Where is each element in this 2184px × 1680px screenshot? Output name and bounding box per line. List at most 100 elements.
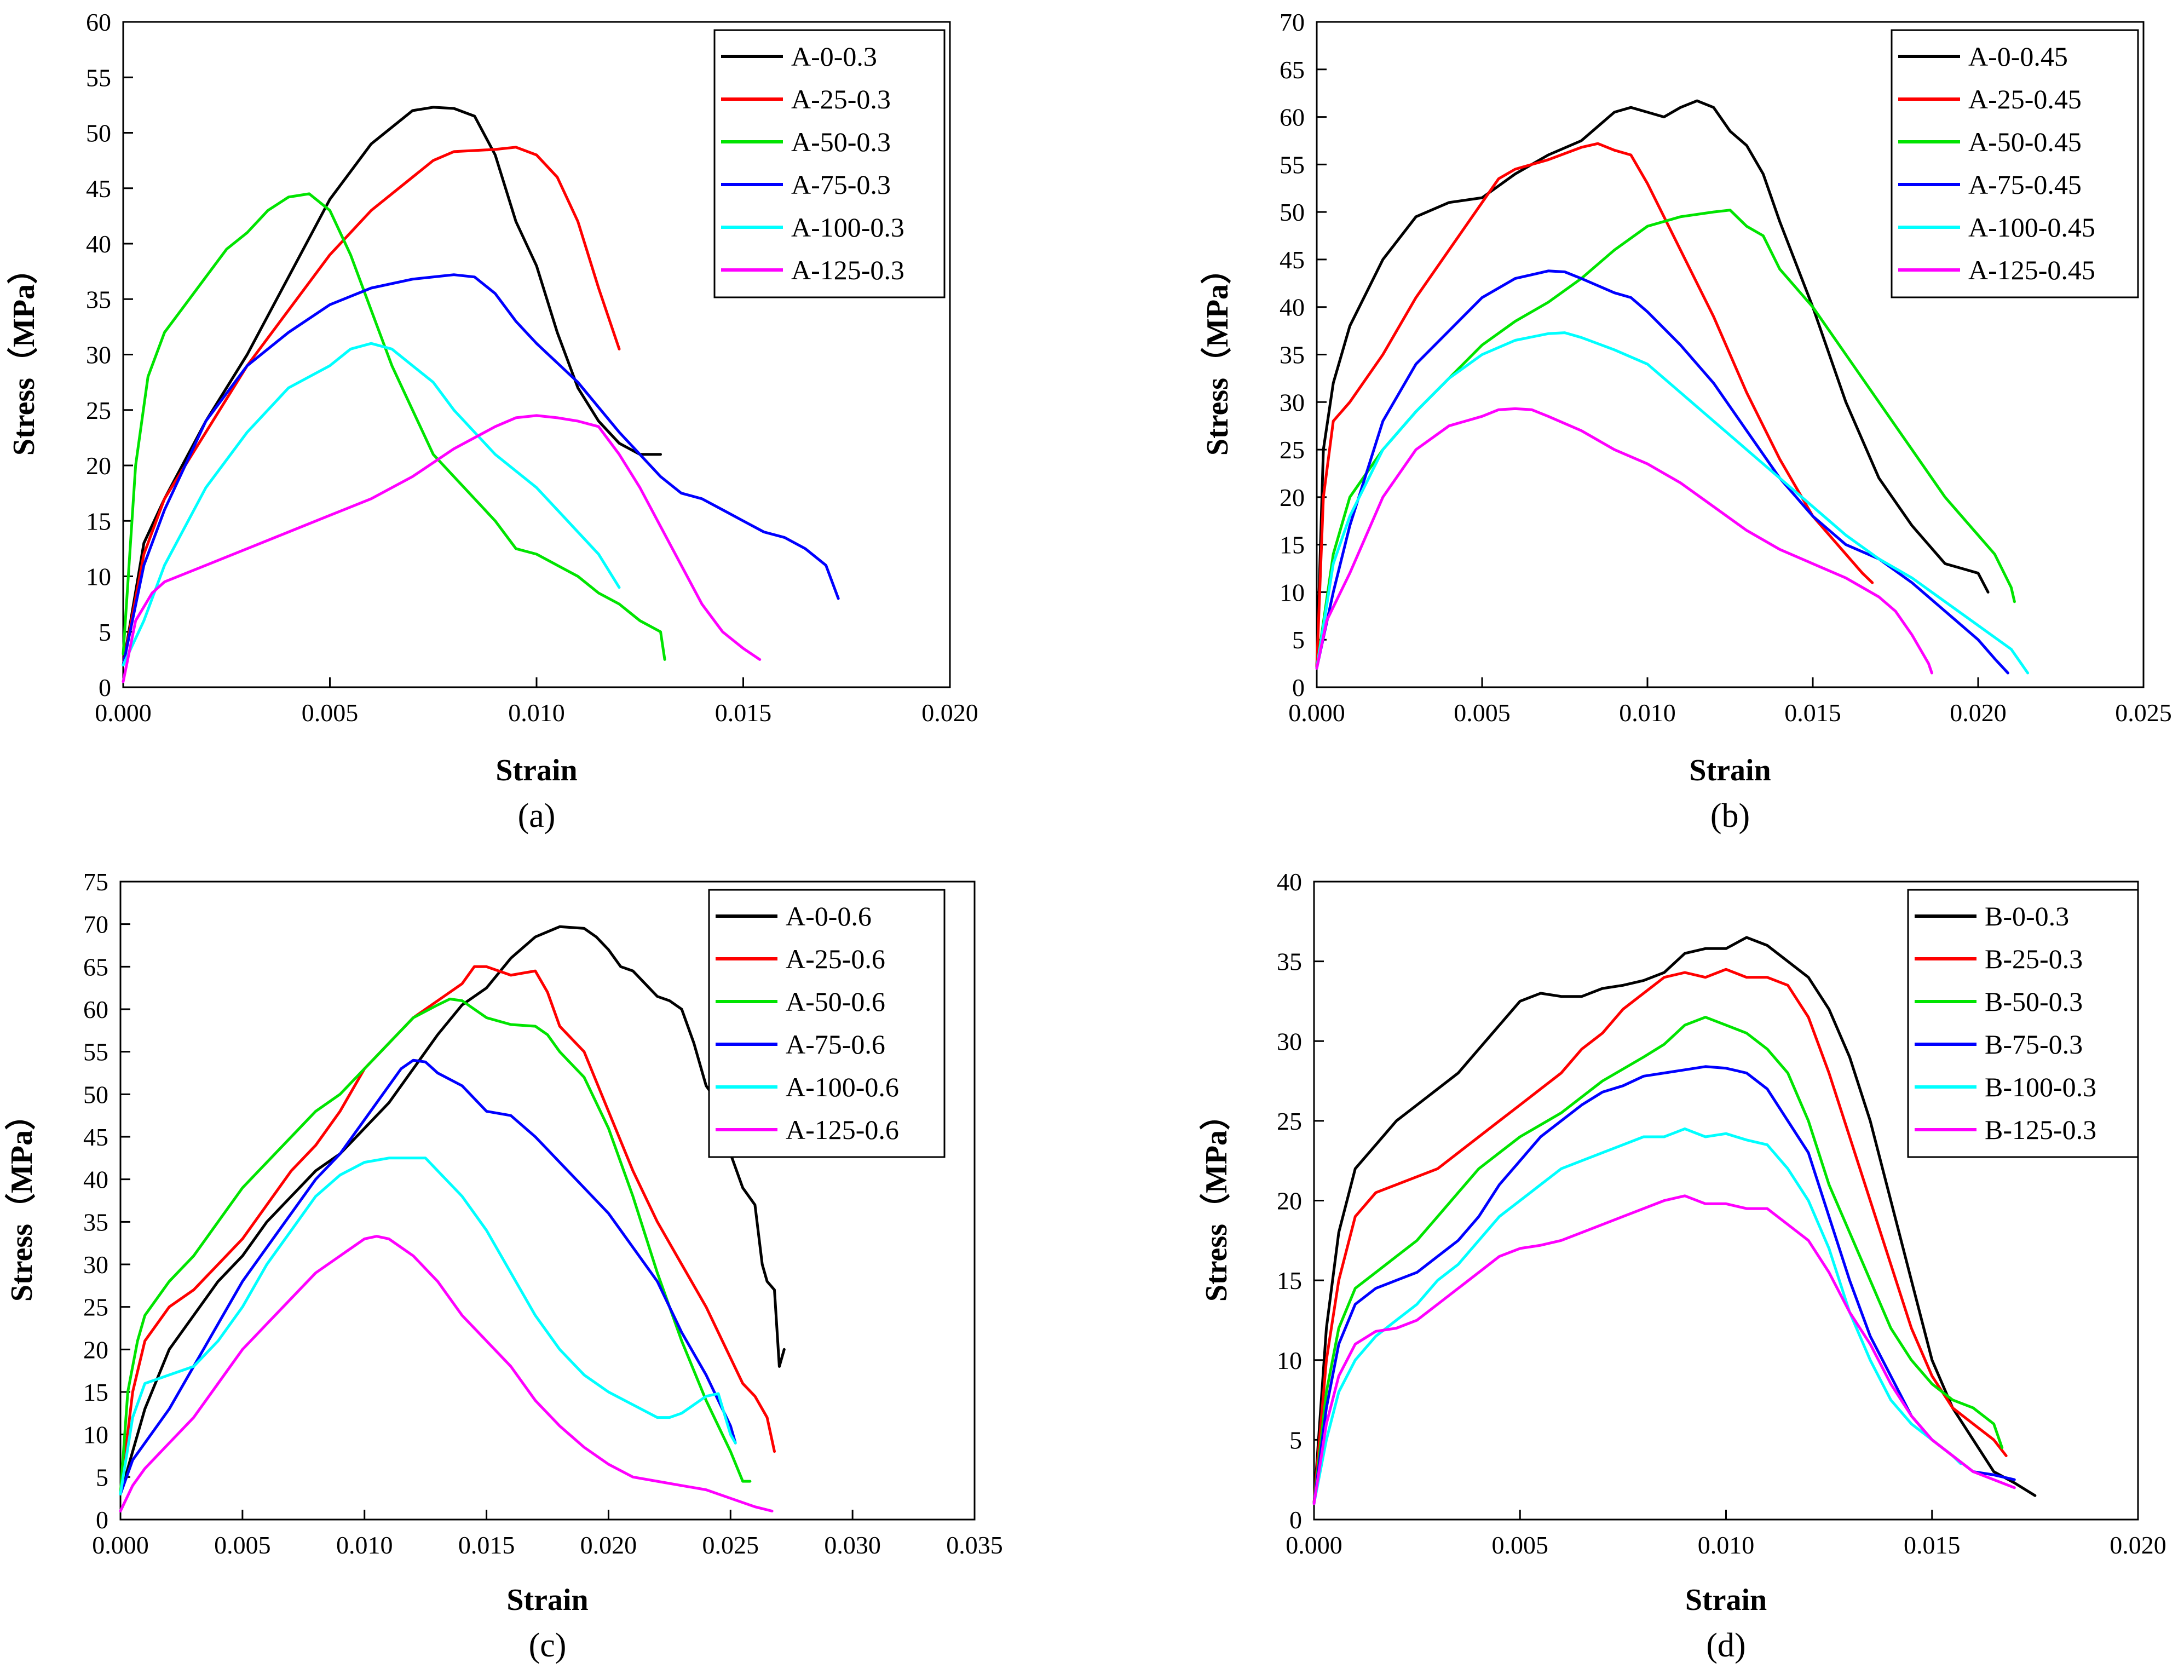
legend-box [1891,29,2139,298]
panel-label: (c) [529,1627,567,1664]
panel-label: (b) [1710,797,1750,835]
x-tick-label: 0.020 [580,1531,637,1559]
x-tick-label: 0.020 [2110,1531,2166,1559]
x-tick-label: 0.000 [95,699,152,727]
y-tick-label: 40 [83,1166,108,1194]
y-axis-title: Stress（MPa） [1200,254,1235,456]
y-tick-label: 45 [83,1123,108,1151]
legend-entry: B-50-0.3 [1985,986,2083,1017]
y-tick-label: 45 [1280,246,1305,274]
x-tick-label: 0.015 [458,1531,515,1559]
y-tick-label: 40 [1277,868,1302,896]
chart-panel-d: 0.000 0.005 0.010 0.015 0.020 0 5 10 15 20 25 30 35 4… [1199,868,2166,1664]
y-tick-label: 15 [1280,531,1305,559]
y-tick-label: 10 [1280,578,1305,606]
series-line-b-0-0.3 [1312,936,2037,1505]
x-tick-label: 0.000 [1286,1531,1342,1559]
y-tick-label: 25 [1280,436,1305,464]
y-tick-label: 30 [1277,1027,1302,1055]
legend-entry: A-100-0.3 [791,212,904,243]
x-tick-label: 0.035 [946,1531,1003,1559]
x-tick-label: 0.010 [508,699,565,727]
legend-entry: B-0-0.3 [1985,901,2069,931]
y-tick-label: 55 [83,1038,108,1066]
y-tick-label: 30 [86,341,111,369]
y-tick-label: 20 [1280,484,1305,511]
y-tick-label: 60 [86,8,111,36]
legend-entry: A-100-0.45 [1968,212,2095,243]
legend-entry: A-75-0.45 [1968,169,2082,200]
x-axis-title: Strain [1689,753,1771,787]
y-tick-label: 75 [83,868,108,896]
y-tick-label: 25 [83,1293,108,1321]
legend-entry: A-50-0.45 [1968,126,2082,157]
y-tick-label: 0 [96,1506,108,1534]
y-tick-label: 20 [1277,1187,1302,1215]
y-tick-label: 5 [1292,626,1305,654]
legend-entry: B-75-0.3 [1985,1029,2083,1060]
x-tick-label: 0.005 [302,699,359,727]
legend-entry: A-50-0.6 [786,986,885,1017]
legend-entry: A-125-0.3 [791,255,904,285]
y-tick-label: 0 [1292,674,1305,701]
legend-entry: A-0-0.45 [1968,41,2068,72]
series-line-a-100-0.3 [122,342,621,666]
y-tick-label: 50 [1280,198,1305,226]
y-tick-label: 65 [83,953,108,981]
y-tick-label: 65 [1280,56,1305,84]
legend-entry: A-25-0.45 [1968,84,2082,114]
legend-entry: A-75-0.6 [786,1029,885,1060]
y-tick-label: 15 [1277,1267,1302,1294]
legend-entry: A-125-0.45 [1968,255,2095,285]
series-line-b-125-0.3 [1312,1194,2016,1505]
x-tick-label: 0.010 [336,1531,393,1559]
series-line-a-125-0.45 [1315,407,1933,675]
series-line-a-0-0.6 [119,925,786,1495]
y-tick-label: 25 [1277,1107,1302,1135]
x-axis-title: Strain [506,1583,588,1617]
x-tick-label: 0.020 [1950,699,2007,727]
x-axis-title: Strain [1685,1583,1767,1617]
y-tick-label: 50 [86,119,111,147]
y-tick-label: 15 [86,507,111,535]
series-line-a-75-0.45 [1315,269,2009,675]
y-tick-label: 10 [1277,1347,1302,1374]
x-tick-label: 0.015 [1904,1531,1961,1559]
chart-panel-b: 0.000 0.005 0.010 0.015 0.020 0.025 0 5 10 15 20 25… [1200,8,2172,835]
legend-entry: A-125-0.6 [786,1114,899,1145]
x-axis-title: Strain [495,753,577,787]
series-line-b-25-0.3 [1312,968,2008,1505]
y-tick-label: 70 [1280,8,1305,36]
panel-label: (d) [1706,1627,1745,1664]
x-tick-label: 0.005 [1492,1531,1549,1559]
y-tick-label: 40 [86,230,111,258]
y-tick-label: 20 [86,452,111,480]
series-line-a-25-0.3 [122,146,621,666]
y-tick-label: 70 [83,911,108,939]
series-line-a-125-0.3 [122,414,762,683]
series-line-a-0-0.45 [1315,99,1990,670]
y-axis-title: Stress（MPa） [7,254,41,456]
y-tick-label: 40 [1280,294,1305,321]
legend-entry: B-25-0.3 [1985,943,2083,974]
series-line-b-100-0.3 [1312,1127,1962,1505]
legend-entry: B-125-0.3 [1985,1114,2096,1145]
y-tick-label: 60 [1280,103,1305,131]
y-axis-title: Stress（MPa） [1199,1100,1234,1302]
y-tick-label: 45 [86,175,111,203]
y-tick-label: 60 [83,996,108,1023]
series-line-a-25-0.45 [1315,142,1874,670]
series-line-b-50-0.3 [1312,1016,2004,1505]
y-tick-label: 30 [1280,388,1305,416]
x-tick-label: 0.025 [702,1531,759,1559]
y-tick-label: 5 [96,1463,108,1491]
y-tick-label: 35 [1280,341,1305,369]
x-tick-label: 0.015 [715,699,772,727]
series-line-a-50-0.3 [122,192,666,661]
legend-entry: A-0-0.6 [786,901,872,931]
panel-label: (a) [518,797,556,835]
x-tick-label: 0.010 [1698,1531,1755,1559]
series-line-b-75-0.3 [1312,1065,2016,1505]
legend-box [708,889,946,1158]
